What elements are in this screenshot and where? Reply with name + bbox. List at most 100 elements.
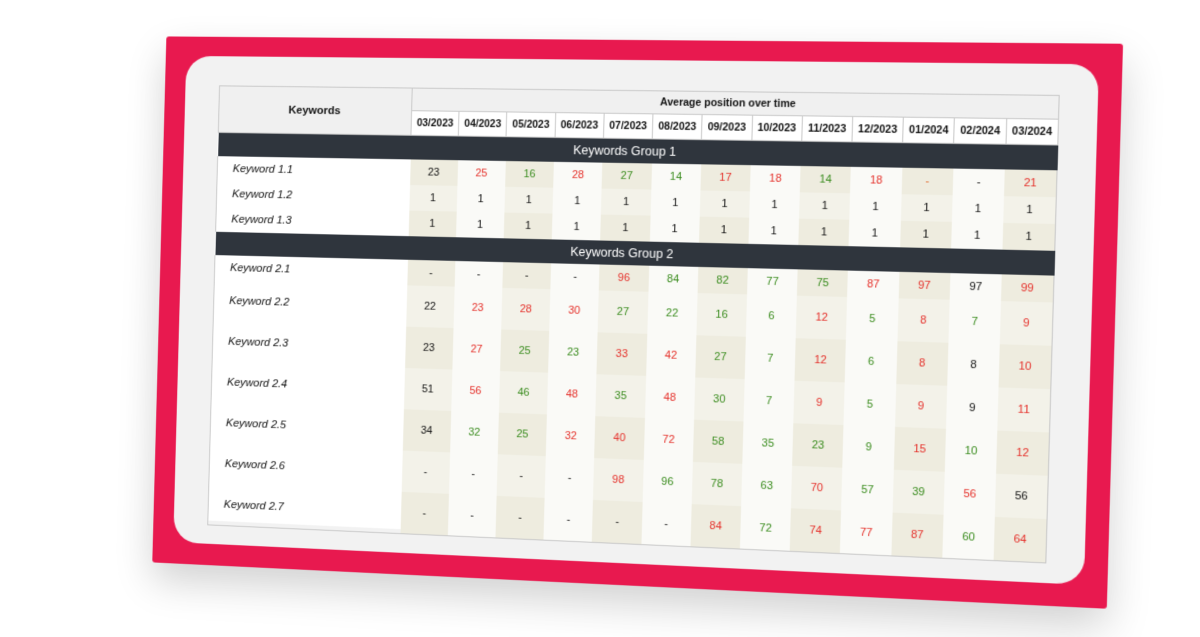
position-cell: 22 bbox=[647, 292, 697, 336]
position-cell: 56 bbox=[943, 472, 996, 517]
position-cell: 35 bbox=[596, 374, 646, 418]
position-cell: 1 bbox=[699, 217, 749, 244]
position-cell: 23 bbox=[405, 327, 454, 370]
keyword-label: Keyword 1.1 bbox=[217, 156, 410, 185]
position-cell: 84 bbox=[648, 266, 698, 293]
position-cell: 27 bbox=[602, 163, 652, 190]
month-header: 08/2023 bbox=[652, 114, 702, 140]
position-cell: 27 bbox=[598, 290, 648, 333]
position-cell: 56 bbox=[451, 370, 500, 413]
position-cell: 87 bbox=[848, 271, 900, 299]
position-cell: - bbox=[401, 451, 450, 494]
position-cell: 84 bbox=[690, 504, 741, 549]
position-cell: 11 bbox=[997, 387, 1050, 432]
position-cell: - bbox=[551, 263, 600, 290]
position-cell: 23 bbox=[453, 287, 502, 330]
position-cell: 15 bbox=[894, 427, 946, 472]
position-cell: 1 bbox=[901, 194, 953, 222]
position-cell: 1 bbox=[504, 213, 553, 240]
month-header: 05/2023 bbox=[506, 112, 555, 138]
position-cell: 98 bbox=[593, 458, 643, 502]
position-cell: - bbox=[545, 456, 595, 500]
position-cell: 48 bbox=[547, 373, 597, 416]
position-cell: 1 bbox=[799, 219, 850, 246]
position-cell: - bbox=[901, 168, 953, 196]
position-cell: 1 bbox=[650, 190, 700, 217]
position-cell: 27 bbox=[695, 335, 746, 379]
position-cell: - bbox=[502, 262, 551, 289]
position-cell: 7 bbox=[948, 300, 1001, 345]
table-body: Keywords Group 1 Keyword 1.1 23 25 16 28 27 14 1… bbox=[208, 132, 1058, 563]
position-cell: 99 bbox=[1001, 274, 1054, 302]
position-cell: 12 bbox=[796, 296, 848, 340]
month-header: 02/2024 bbox=[954, 118, 1006, 144]
month-header: 01/2024 bbox=[903, 117, 955, 143]
position-cell: 63 bbox=[741, 464, 792, 508]
position-cell: 58 bbox=[693, 420, 744, 464]
position-cell: 35 bbox=[742, 421, 793, 465]
position-cell: 57 bbox=[842, 468, 894, 513]
position-cell: 18 bbox=[851, 167, 903, 194]
position-cell: 22 bbox=[406, 285, 455, 328]
month-header: 06/2023 bbox=[555, 113, 604, 139]
position-cell: - bbox=[495, 496, 544, 540]
card-panel: Keywords Average position over time 03/2… bbox=[173, 56, 1099, 585]
position-cell: 12 bbox=[795, 338, 847, 382]
position-cell: 5 bbox=[844, 382, 896, 427]
position-cell: 16 bbox=[505, 161, 554, 188]
position-cell: 82 bbox=[697, 267, 747, 294]
position-cell: 32 bbox=[450, 411, 499, 454]
month-header: 07/2023 bbox=[603, 113, 653, 139]
position-cell: 1 bbox=[408, 211, 456, 238]
position-cell: 1 bbox=[951, 222, 1003, 250]
position-cell: 70 bbox=[791, 466, 843, 511]
position-cell: 34 bbox=[402, 409, 451, 452]
position-cell: 97 bbox=[950, 273, 1002, 301]
position-cell: 1 bbox=[749, 218, 800, 245]
position-cell: 75 bbox=[797, 269, 848, 297]
month-header: 11/2023 bbox=[801, 116, 852, 142]
position-cell: 8 bbox=[896, 341, 948, 386]
position-cell: 32 bbox=[546, 414, 596, 458]
position-cell: - bbox=[454, 261, 503, 288]
position-cell: 48 bbox=[645, 376, 695, 420]
position-cell: 1 bbox=[1003, 223, 1056, 251]
position-cell: 46 bbox=[499, 371, 548, 414]
position-cell: 14 bbox=[651, 163, 701, 190]
position-cell: 25 bbox=[498, 413, 547, 456]
position-cell: - bbox=[592, 500, 642, 545]
position-cell: 78 bbox=[692, 462, 743, 506]
position-cell: 72 bbox=[643, 418, 693, 462]
position-cell: 6 bbox=[845, 340, 897, 384]
position-cell: 14 bbox=[800, 166, 851, 193]
position-cell: 25 bbox=[500, 329, 549, 372]
position-cell: 1 bbox=[700, 190, 750, 217]
position-cell: 74 bbox=[790, 508, 842, 553]
position-cell: 72 bbox=[740, 506, 791, 551]
position-cell: 30 bbox=[549, 289, 599, 332]
pink-frame: Keywords Average position over time 03/2… bbox=[152, 36, 1123, 608]
position-cell: 1 bbox=[552, 214, 601, 241]
position-cell: 1 bbox=[504, 187, 553, 214]
position-cell: 10 bbox=[999, 344, 1052, 389]
position-cell: - bbox=[400, 492, 449, 536]
month-header: 09/2023 bbox=[702, 115, 752, 141]
position-cell: 33 bbox=[597, 332, 647, 376]
position-cell: - bbox=[953, 169, 1005, 197]
position-cell: 7 bbox=[744, 379, 795, 423]
position-cell: 23 bbox=[410, 159, 458, 185]
position-cell: - bbox=[544, 498, 594, 542]
position-cell: 28 bbox=[501, 288, 550, 331]
position-cell: 5 bbox=[846, 297, 898, 341]
position-cell: 1 bbox=[749, 191, 800, 218]
position-cell: 1 bbox=[409, 185, 457, 212]
position-cell: 1 bbox=[601, 189, 651, 216]
month-header: 04/2023 bbox=[459, 111, 508, 136]
position-cell: 8 bbox=[897, 298, 949, 342]
position-cell: 1 bbox=[649, 216, 699, 243]
position-cell: - bbox=[448, 494, 497, 538]
keyword-label: Keyword 2.7 bbox=[208, 484, 401, 534]
position-cell: 8 bbox=[947, 343, 1000, 388]
position-cell: 1 bbox=[900, 221, 952, 249]
position-cell: 1 bbox=[850, 193, 902, 221]
